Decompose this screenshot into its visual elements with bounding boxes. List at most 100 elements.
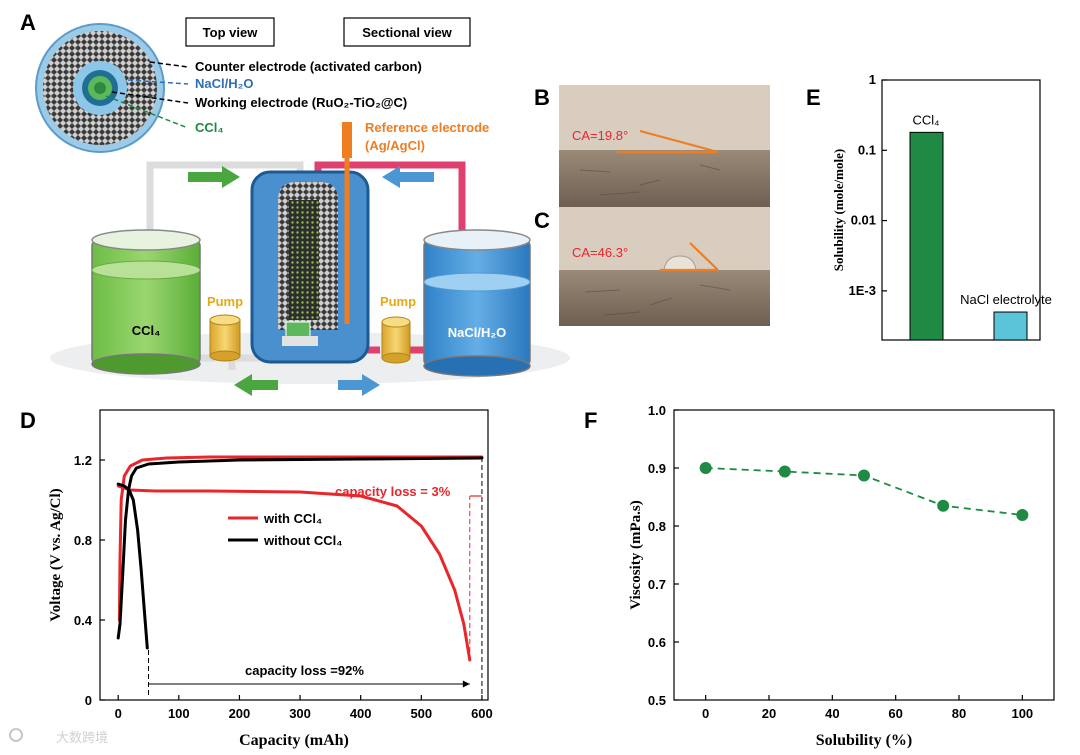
ccl4-label: CCl₄: [195, 120, 224, 135]
guide-arrowhead: [462, 680, 470, 688]
top-view-label: Top view: [203, 25, 259, 40]
chart-e-bar-label-0: CCl₄: [913, 112, 940, 127]
pump-left: Pump: [207, 294, 243, 362]
watermark-text: 大数跨境: [56, 730, 108, 745]
tank-nacl-label: NaCl/H₂O: [448, 325, 507, 340]
capacity-loss-92: capacity loss =92%: [245, 663, 364, 678]
panel-letter-c: C: [534, 208, 550, 233]
chart-d-frame: [99, 409, 489, 701]
panel-a: A Top view Sectional view Counter electr…: [20, 10, 570, 396]
chart-f-ytick-label: 0.8: [648, 519, 666, 534]
top-view-diagram: [35, 23, 165, 153]
chart-d-guides: [148, 457, 483, 696]
chart-d-series-0: [117, 455, 484, 622]
chart-f-xtick-label: 60: [888, 706, 902, 721]
panel-c: C CA=46.3°: [534, 207, 770, 326]
flow-arrow-left-blue: [382, 166, 434, 188]
chart-f-ylabel: Viscosity (mPa.s): [628, 500, 644, 609]
chart-d-series-1: [116, 484, 472, 662]
chart-f-ticks: 0 20 40 60 80 100 0.5 0.6 0.7 0.8 0.9 1.0: [648, 403, 1033, 721]
chart-d-ytick-label: 1.2: [74, 453, 92, 468]
chart-d-series-3: [116, 482, 149, 650]
chart-f-xtick-label: 0: [702, 706, 709, 721]
nacl-h2o-label: NaCl/H₂O: [195, 76, 254, 91]
chart-e-bar-1: [993, 311, 1028, 341]
chart-f-ytick-label: 0.9: [648, 461, 666, 476]
panel-letter-e: E: [806, 85, 821, 110]
chart-f-point: [778, 465, 791, 478]
flow-arrow-right-blue: [338, 374, 380, 396]
chart-d-ytick-label: 0: [85, 693, 92, 708]
pump-right-label: Pump: [380, 294, 416, 309]
chart-d-ytick-label: 0.8: [74, 533, 92, 548]
capacity-loss-3: capacity loss = 3%: [335, 484, 451, 499]
chart-f-point: [1016, 508, 1029, 521]
reference-electrode: [342, 122, 352, 324]
panel-letter-d: D: [20, 408, 36, 433]
panel-f: F 0 20 40 60 80 100 0.5 0.6 0.7 0.8 0.9 1.0 Solubil…: [584, 403, 1055, 749]
panel-e: E 1 0.1 0.01 1E-3 CCl₄ NaCl electrolyte Solu…: [806, 72, 1052, 341]
panel-letter-a: A: [20, 10, 36, 35]
chart-d-series-2: [116, 456, 484, 640]
sectional-view-box: [343, 17, 471, 47]
sectional-view-label: Sectional view: [362, 25, 452, 40]
chart-d-ytick-label: 0.4: [74, 613, 93, 628]
chart-f-ytick-label: 0.5: [648, 693, 666, 708]
legend-without-ccl4: without CCl₄: [263, 533, 342, 548]
chart-d-xtick-label: 400: [350, 706, 372, 721]
ca-c-label: CA=46.3°: [572, 245, 628, 260]
chart-d-xtick-label: 200: [229, 706, 251, 721]
chart-f-xtick-label: 20: [762, 706, 776, 721]
pump-left-label: Pump: [207, 294, 243, 309]
chart-f-xtick-label: 40: [825, 706, 839, 721]
chart-e-ylabel: Solubility (mole/mole): [831, 149, 846, 271]
chart-e-ytick-label: 0.01: [851, 213, 876, 228]
chart-f-xtick-label: 80: [952, 706, 966, 721]
chart-d-xtick-label: 100: [168, 706, 190, 721]
panel-letter-b: B: [534, 85, 550, 110]
chart-f-ytick-label: 1.0: [648, 403, 666, 418]
chart-e-frame: [881, 79, 1041, 341]
chart-f-series: [699, 462, 1029, 521]
legend-with-ccl4: with CCl₄: [263, 511, 322, 526]
chart-e-bar-label-1: NaCl electrolyte: [960, 292, 1052, 307]
working-electrode-label: Working electrode (RuO₂-TiO₂@C): [195, 95, 407, 110]
tank-nacl: NaCl/H₂O: [423, 229, 531, 377]
chart-f-point: [937, 499, 950, 512]
tank-ccl4-label: CCl₄: [132, 323, 161, 338]
chart-f-ytick-label: 0.6: [648, 635, 666, 650]
panel-d: D 0 100 200 300 400 500 600 0 0.4 0.8 1.2 Capacity…: [20, 408, 493, 749]
chart-d-xtick-label: 0: [115, 706, 122, 721]
watermark: 大数跨境: [9, 728, 108, 745]
chart-f-point: [699, 462, 712, 474]
watermark-logo-icon: [9, 728, 23, 742]
reference-electrode-sub: (Ag/AgCl): [365, 138, 425, 153]
chart-e-ticks: 1 0.1 0.01 1E-3: [849, 72, 887, 298]
chart-e-ytick-label: 1E-3: [849, 283, 876, 298]
chart-d-ylabel: Voltage (V vs. Ag/Cl): [48, 488, 64, 621]
chart-d-xlabel: Capacity (mAh): [239, 732, 349, 749]
panel-b: B CA=19.8°: [534, 85, 770, 207]
chart-f-point: [858, 469, 870, 482]
ca-b-label: CA=19.8°: [572, 128, 628, 143]
counter-electrode-label: Counter electrode (activated carbon): [195, 59, 422, 74]
chart-d-xtick-label: 300: [289, 706, 311, 721]
pump-right: Pump: [380, 294, 416, 364]
chart-e-ytick-label: 0.1: [858, 142, 876, 157]
chart-f-xlabel: Solubility (%): [816, 732, 912, 749]
tank-ccl4: CCl₄: [91, 229, 201, 375]
flow-arrow-left-green: [234, 374, 278, 396]
panel-letter-f: F: [584, 408, 597, 433]
chart-f-frame: [673, 409, 1055, 701]
flow-arrow-right-green: [188, 166, 240, 188]
chart-e-bars: CCl₄ NaCl electrolyte: [909, 112, 1052, 341]
center-cell: [250, 170, 370, 364]
top-view-box: [185, 17, 275, 47]
chart-d-xtick-label: 600: [471, 706, 493, 721]
chart-e-ytick-label: 1: [869, 72, 876, 87]
chart-f-ytick-label: 0.7: [648, 577, 666, 592]
chart-f-xtick-label: 100: [1011, 706, 1033, 721]
chart-d-xtick-label: 500: [410, 706, 432, 721]
chart-e-bar-0: [909, 131, 944, 341]
